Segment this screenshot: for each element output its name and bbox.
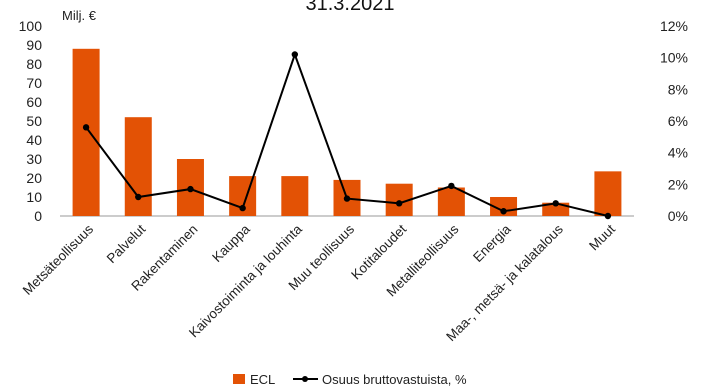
- right-tick-label: 2%: [668, 176, 688, 192]
- legend-bar-swatch: [233, 374, 245, 384]
- left-tick-label: 40: [26, 132, 42, 148]
- right-tick-label: 8%: [668, 81, 688, 97]
- category-label: Metsäteollisuus: [20, 221, 97, 298]
- left-tick-label: 60: [26, 94, 42, 110]
- line-point: [553, 200, 559, 206]
- left-axis-ticks: 0 10 20 30 40 50 60 70 80 90 100: [19, 18, 43, 224]
- line-point: [448, 183, 454, 189]
- line-point: [292, 51, 298, 57]
- legend: ECL Osuus bruttovastuista, %: [233, 372, 467, 387]
- left-tick-label: 80: [26, 56, 42, 72]
- line-point: [135, 194, 141, 200]
- left-tick-label: 20: [26, 170, 42, 186]
- left-tick-label: 0: [34, 208, 42, 224]
- bar: [73, 49, 100, 216]
- left-tick-label: 50: [26, 113, 42, 129]
- left-axis-unit: Milj. €: [62, 8, 97, 23]
- category-label: Kauppa: [209, 221, 253, 265]
- legend-bar-label: ECL: [250, 372, 275, 387]
- right-tick-label: 12%: [660, 18, 688, 34]
- chart-title: 31.3.2021: [306, 0, 395, 15]
- left-tick-label: 90: [26, 37, 42, 53]
- category-label: Muut: [586, 221, 618, 253]
- bar: [438, 188, 465, 217]
- bar-series: [73, 49, 622, 216]
- line-point: [605, 213, 611, 219]
- left-tick-label: 10: [26, 189, 42, 205]
- line-point: [187, 186, 193, 192]
- bar: [281, 176, 308, 216]
- line-point: [396, 200, 402, 206]
- right-tick-label: 10%: [660, 50, 688, 66]
- right-axis-ticks: 0% 2% 4% 6% 8% 10% 12%: [660, 18, 688, 224]
- bar: [125, 117, 152, 216]
- line-point: [344, 195, 350, 201]
- line-point: [83, 124, 89, 130]
- right-tick-label: 4%: [668, 145, 688, 161]
- left-tick-label: 100: [19, 18, 43, 34]
- right-tick-label: 6%: [668, 113, 688, 129]
- bar: [594, 171, 621, 216]
- right-tick-label: 0%: [668, 208, 688, 224]
- line-point: [239, 205, 245, 211]
- legend-line-marker: [302, 376, 308, 382]
- left-tick-label: 70: [26, 75, 42, 91]
- line-point: [500, 208, 506, 214]
- legend-line-label: Osuus bruttovastuista, %: [322, 372, 467, 387]
- left-tick-label: 30: [26, 151, 42, 167]
- category-label: Palvelut: [104, 221, 149, 266]
- category-label: Energia: [470, 221, 514, 265]
